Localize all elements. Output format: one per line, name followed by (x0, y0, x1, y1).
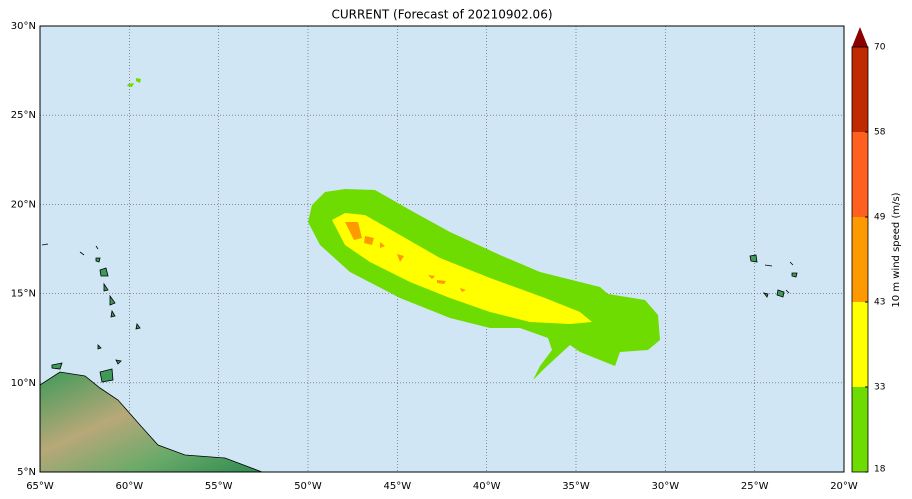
lon-label: 40°W (473, 481, 501, 492)
colorbar-tick-label: 49 (874, 213, 886, 223)
colorbar-label: 10 m wind speed (m/s) (891, 192, 902, 307)
lat-label: 20°N (11, 199, 36, 210)
lon-label: 20°W (830, 481, 858, 492)
wind-swath-33 (332, 213, 592, 324)
colorbar-tick-label: 58 (874, 128, 886, 138)
lon-label: 65°W (26, 481, 54, 492)
lon-label: 25°W (741, 481, 769, 492)
colorbar-segment (852, 47, 868, 132)
colorbar-tick-label: 18 (874, 465, 886, 475)
lon-label: 55°W (205, 481, 233, 492)
wind-swath-43 (345, 222, 466, 292)
colorbar-tick-label: 70 (874, 43, 886, 53)
lon-label: 50°W (294, 481, 322, 492)
lat-label: 25°N (11, 110, 36, 121)
lat-label: 15°N (11, 289, 36, 300)
colorbar-segment (852, 302, 868, 387)
lon-label: 30°W (652, 481, 680, 492)
map-title: CURRENT (Forecast of 20210902.06) (331, 8, 552, 22)
colorbar-tick-label: 43 (874, 298, 885, 308)
colorbar-segment (852, 387, 868, 472)
lat-label: 30°N (11, 21, 36, 32)
colorbar-segment (852, 217, 868, 302)
lon-label: 35°W (562, 481, 590, 492)
map-frame (39, 25, 845, 473)
lon-label: 45°W (384, 481, 412, 492)
colorbar-segment (852, 132, 868, 217)
colorbar-frame (851, 46, 869, 473)
lon-label: 60°W (116, 481, 144, 492)
colorbar-extend (852, 27, 868, 47)
islands (41, 243, 798, 383)
lat-label: 5°N (17, 467, 36, 478)
wind-patch (127, 78, 141, 87)
colorbar-tick-label: 33 (874, 383, 885, 393)
lat-label: 10°N (11, 378, 36, 389)
colorbar: 18 33 43 49 58 70 (851, 27, 886, 475)
